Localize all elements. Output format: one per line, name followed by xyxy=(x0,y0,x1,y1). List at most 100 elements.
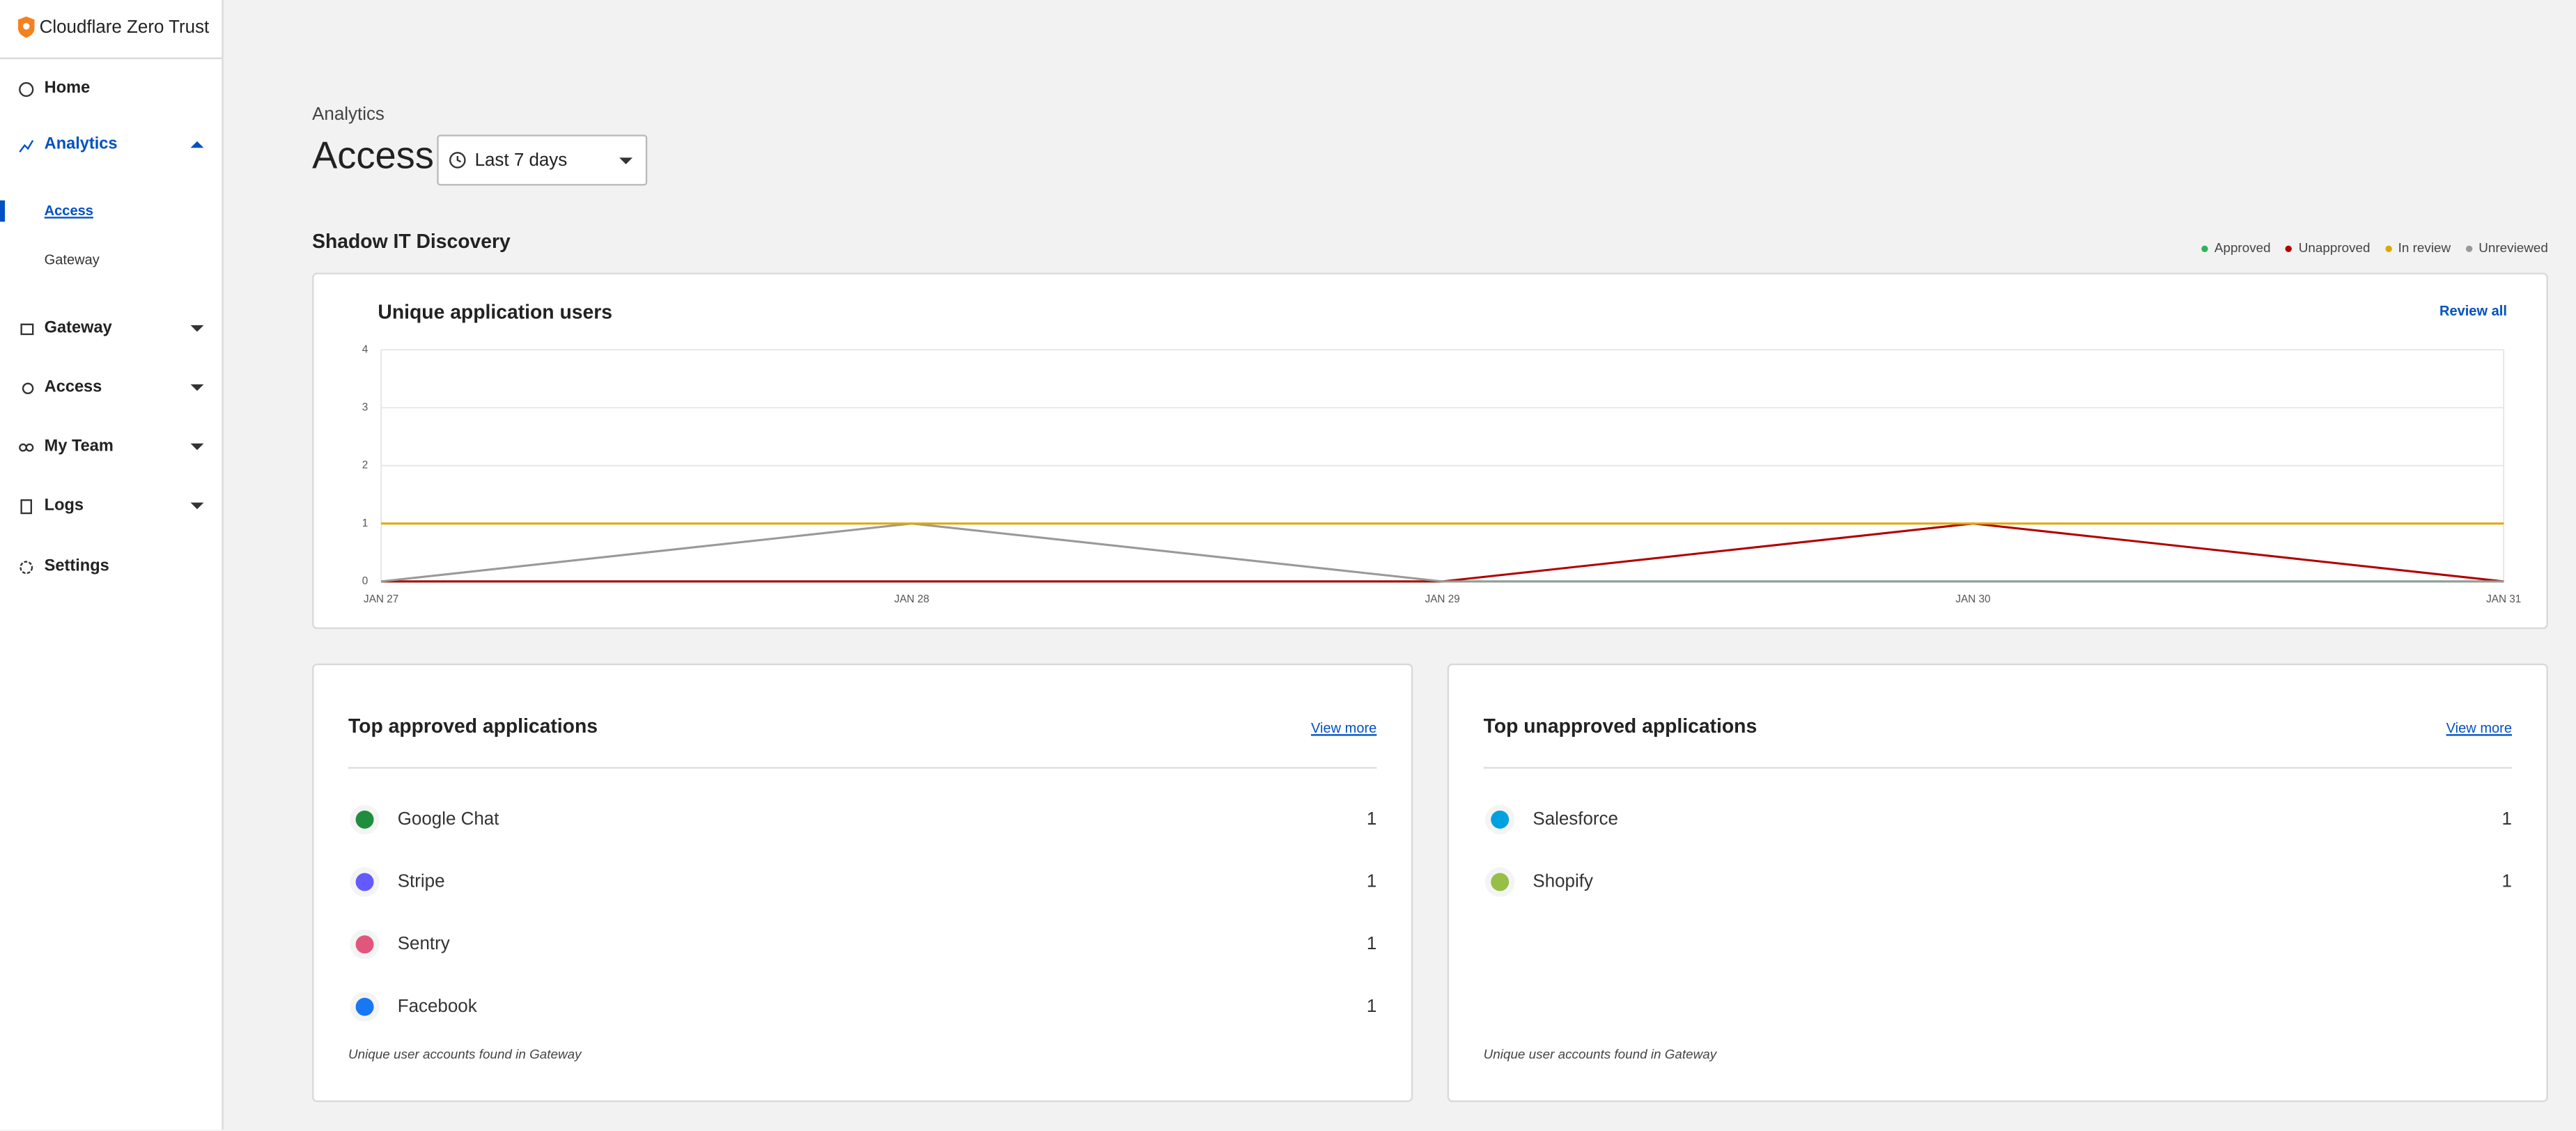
app-count: 1 xyxy=(2501,872,2512,892)
card-footer: Unique user accounts found in Gateway xyxy=(1483,1047,1717,1062)
app-name: Shopify xyxy=(1533,872,1593,892)
view-more[interactable]: View more xyxy=(1311,719,1377,736)
icon xyxy=(22,382,34,393)
icon xyxy=(19,139,34,152)
caret xyxy=(190,502,204,510)
nav-label: Analytics xyxy=(44,135,118,154)
app-name: Google Chat xyxy=(397,809,499,829)
icon-glyph xyxy=(355,997,374,1016)
card-title: Top unapproved applications xyxy=(1483,714,1758,738)
icon-glyph xyxy=(355,935,374,954)
x-tick-label: JAN 28 xyxy=(894,593,929,605)
legend-dot xyxy=(2384,245,2392,252)
card-footer: Unique user accounts found in Gateway xyxy=(348,1047,582,1062)
approved-card: Top approved applications View more Google… xyxy=(312,663,1413,1102)
icon-glyph xyxy=(355,810,374,829)
legend-dot xyxy=(2285,245,2292,252)
clock-icon xyxy=(449,152,466,169)
app-icon xyxy=(350,867,380,897)
legend-item: Unreviewed xyxy=(2465,241,2548,256)
card-title: Top approved applications xyxy=(348,714,598,738)
nav-label: My Team xyxy=(44,437,114,456)
app-count: 1 xyxy=(2501,809,2512,829)
legend-label: Unapproved xyxy=(2298,240,2371,256)
app-count: 1 xyxy=(1366,997,1377,1017)
icon-glyph xyxy=(1491,873,1510,891)
app-name: Sentry xyxy=(397,934,450,955)
nav-label: Settings xyxy=(44,557,109,576)
legend-label: Unreviewed xyxy=(2478,240,2548,256)
icon-glyph xyxy=(1491,810,1510,829)
section-title: Shadow IT Discovery xyxy=(312,230,511,254)
app-count: 1 xyxy=(1366,809,1377,829)
nav-sub[interactable]: Access xyxy=(44,202,93,219)
sidebar: Cloudflare Zero Trust Home Analytics Acc… xyxy=(0,0,224,1130)
x-tick-label: JAN 31 xyxy=(2486,593,2521,605)
nav-settings[interactable]: Settings xyxy=(18,558,109,576)
range-label: Last 7 days xyxy=(474,150,568,171)
y-tick-label: 1 xyxy=(362,517,368,529)
icon xyxy=(20,560,33,574)
nav-home[interactable]: Home xyxy=(18,79,90,98)
review-all[interactable]: Review all xyxy=(2439,302,2507,319)
caret xyxy=(190,141,204,148)
legend: Approved Unapproved In review Unreviewed xyxy=(2201,241,2548,256)
chart-title: Unique application users xyxy=(378,300,612,324)
icon xyxy=(19,81,34,96)
legend-dot xyxy=(2465,245,2472,252)
legend-item: Approved xyxy=(2201,241,2271,256)
caret xyxy=(190,325,204,332)
divider xyxy=(0,57,222,59)
icon xyxy=(19,442,34,451)
legend-label: Approved xyxy=(2214,240,2271,256)
chart: 0 1 2 3 4 JAN 27 JAN 28 JAN 29 JAN 30 JAN 31 xyxy=(362,343,2522,605)
nav-access[interactable]: Access xyxy=(18,379,102,397)
app-icon xyxy=(350,804,380,835)
brand: Cloudflare Zero Trust xyxy=(39,17,210,38)
y-tick-label: 4 xyxy=(362,343,368,355)
divider xyxy=(348,767,1377,769)
y-tick-label: 2 xyxy=(362,460,368,471)
view-more[interactable]: View more xyxy=(2446,719,2512,736)
divider xyxy=(1483,767,2512,769)
x-tick-label: JAN 30 xyxy=(1955,593,1990,605)
app-name: Stripe xyxy=(397,872,445,892)
app-count: 1 xyxy=(1366,934,1377,955)
chart-card: Unique application users Review all 0 1 2 3… xyxy=(312,272,2548,630)
nav-label: Access xyxy=(44,378,102,397)
nav-label: Home xyxy=(44,79,91,98)
unapproved-card: Top unapproved applications View more Sale… xyxy=(1447,663,2548,1102)
page-title: Access xyxy=(312,134,434,177)
nav-label: Logs xyxy=(44,497,84,515)
y-tick-label: 0 xyxy=(362,575,368,587)
app-icon xyxy=(1484,867,1515,897)
app-icon xyxy=(1484,804,1515,835)
legend-item: Unapproved xyxy=(2285,240,2371,256)
active-bar xyxy=(0,200,6,222)
caret xyxy=(190,384,204,391)
y-tick-label: 3 xyxy=(362,402,368,414)
legend-label: In review xyxy=(2398,240,2451,256)
app-name: Salesforce xyxy=(1533,809,1618,829)
range-select[interactable]: Last 7 days xyxy=(437,134,648,186)
nav-analytics[interactable]: Analytics xyxy=(18,136,118,154)
nav-sub[interactable]: Gateway xyxy=(44,251,100,268)
app-name: Facebook xyxy=(397,997,477,1017)
x-tick-label: JAN 29 xyxy=(1425,593,1460,605)
breadcrumb: Analytics xyxy=(312,104,385,125)
caret xyxy=(190,443,204,451)
app-icon xyxy=(350,929,380,960)
icon xyxy=(20,498,32,514)
series-line xyxy=(380,522,2504,583)
x-tick-label: JAN 27 xyxy=(364,593,398,605)
logo xyxy=(17,16,35,38)
app-icon xyxy=(350,992,380,1022)
nav-gateway[interactable]: Gateway xyxy=(18,320,112,338)
caret xyxy=(619,157,633,164)
icon-glyph xyxy=(355,873,374,891)
app-count: 1 xyxy=(1366,872,1377,892)
nav-logs[interactable]: Logs xyxy=(18,497,84,515)
legend-dot xyxy=(2201,245,2208,252)
nav-team[interactable]: My Team xyxy=(18,437,114,456)
